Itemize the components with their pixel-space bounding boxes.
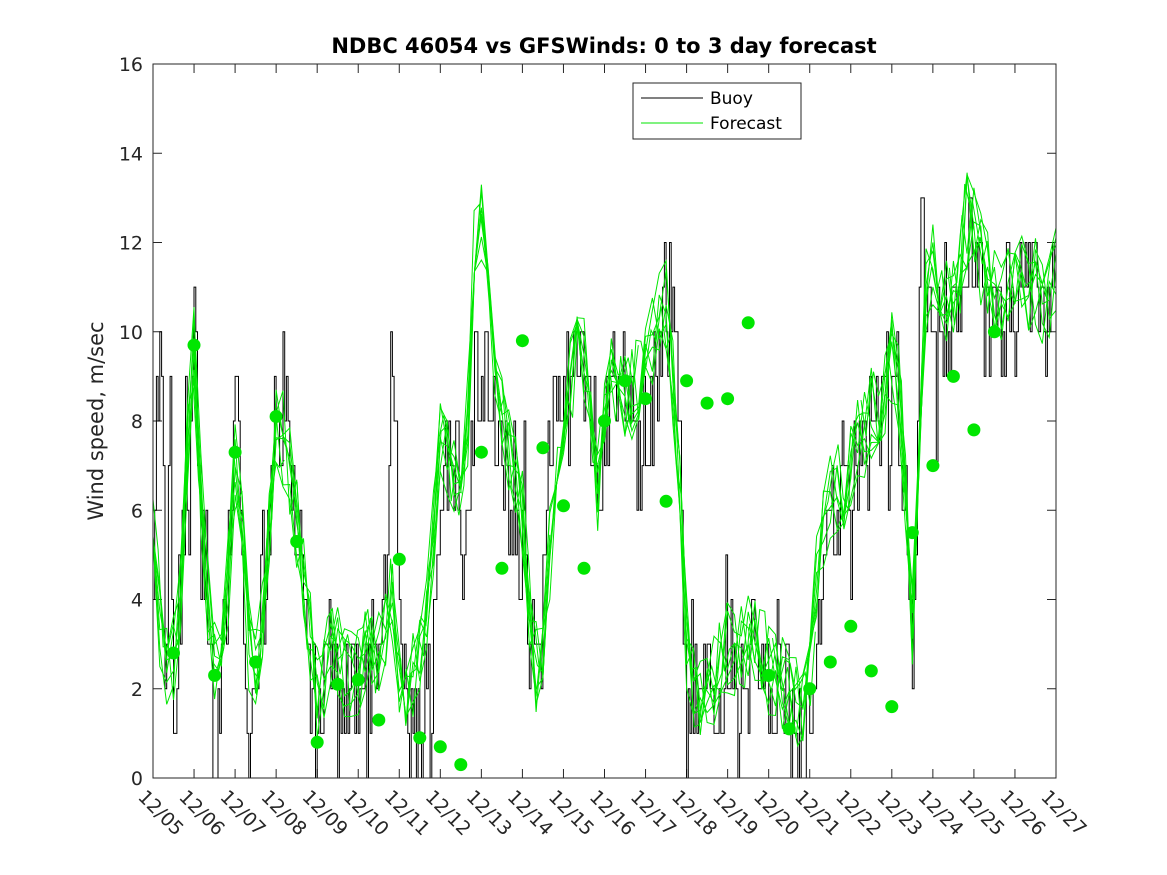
forecast-marker — [823, 655, 837, 669]
legend-buoy-label: Buoy — [710, 89, 753, 109]
forecast-marker — [803, 682, 817, 696]
forecast-marker — [536, 441, 550, 455]
forecast-markers — [167, 316, 1001, 772]
forecast-marker — [598, 414, 611, 428]
forecast-marker — [987, 325, 1001, 339]
chart-title: NDBC 46054 vs GFSWinds: 0 to 3 day forec… — [331, 34, 876, 58]
forecast-line — [152, 187, 1057, 729]
forecast-marker — [249, 655, 263, 669]
forecast-marker — [269, 410, 283, 423]
forecast-line — [241, 408, 374, 695]
plot-frame — [152, 63, 1057, 779]
forecast-marker — [310, 735, 324, 749]
forecast-marker — [515, 334, 529, 348]
y-tick-label: 10 — [119, 322, 143, 344]
forecast-marker — [495, 561, 509, 575]
legend: Buoy Forecast — [632, 82, 802, 140]
forecast-line — [683, 555, 816, 728]
forecast-series — [152, 172, 1057, 748]
forecast-marker — [618, 374, 632, 388]
legend-forecast-label: Forecast — [710, 114, 782, 134]
y-tick-labels: 0 2 4 6 8 10 12 14 16 — [119, 54, 143, 790]
forecast-marker — [331, 677, 345, 691]
y-tick-label: 14 — [119, 143, 143, 165]
y-tick-label: 16 — [119, 54, 143, 76]
forecast-marker — [864, 664, 878, 678]
legend-box — [632, 82, 802, 140]
forecast-marker — [228, 445, 242, 459]
forecast-line — [152, 191, 1057, 740]
forecast-marker — [577, 561, 591, 575]
forecast-marker — [413, 731, 427, 745]
forecast-marker — [782, 722, 796, 736]
forecast-marker — [905, 526, 919, 540]
y-tick-label: 8 — [131, 411, 143, 433]
y-tick-label: 4 — [131, 590, 143, 612]
forecast-marker — [290, 535, 304, 548]
forecast-marker — [639, 392, 652, 406]
forecast-marker — [474, 445, 488, 459]
y-tick-label: 12 — [119, 233, 143, 255]
forecast-marker — [372, 713, 386, 727]
forecast-marker — [187, 338, 201, 352]
forecast-marker — [454, 758, 468, 772]
forecast-marker — [844, 619, 858, 633]
forecast-marker — [721, 392, 735, 406]
forecast-marker — [208, 668, 222, 682]
forecast-marker — [680, 374, 694, 388]
y-axis-title: Wind speed, m/sec — [84, 321, 108, 520]
forecast-marker — [351, 673, 365, 687]
forecast-line — [506, 322, 639, 674]
forecast-marker — [967, 423, 981, 437]
forecast-marker — [167, 646, 180, 660]
forecast-marker — [946, 369, 960, 383]
forecast-marker — [741, 316, 755, 330]
forecast-marker — [557, 499, 570, 513]
forecast-marker — [700, 396, 714, 410]
forecast-marker — [926, 459, 940, 473]
y-tick-label: 2 — [131, 679, 143, 701]
y-tick-label: 0 — [131, 768, 143, 790]
forecast-marker — [762, 668, 776, 682]
y-tick-label: 6 — [131, 500, 143, 522]
forecast-marker — [392, 552, 406, 566]
forecast-marker — [659, 494, 673, 508]
forecast-line — [152, 221, 1057, 736]
forecast-marker — [433, 740, 447, 754]
forecast-marker — [885, 700, 899, 714]
